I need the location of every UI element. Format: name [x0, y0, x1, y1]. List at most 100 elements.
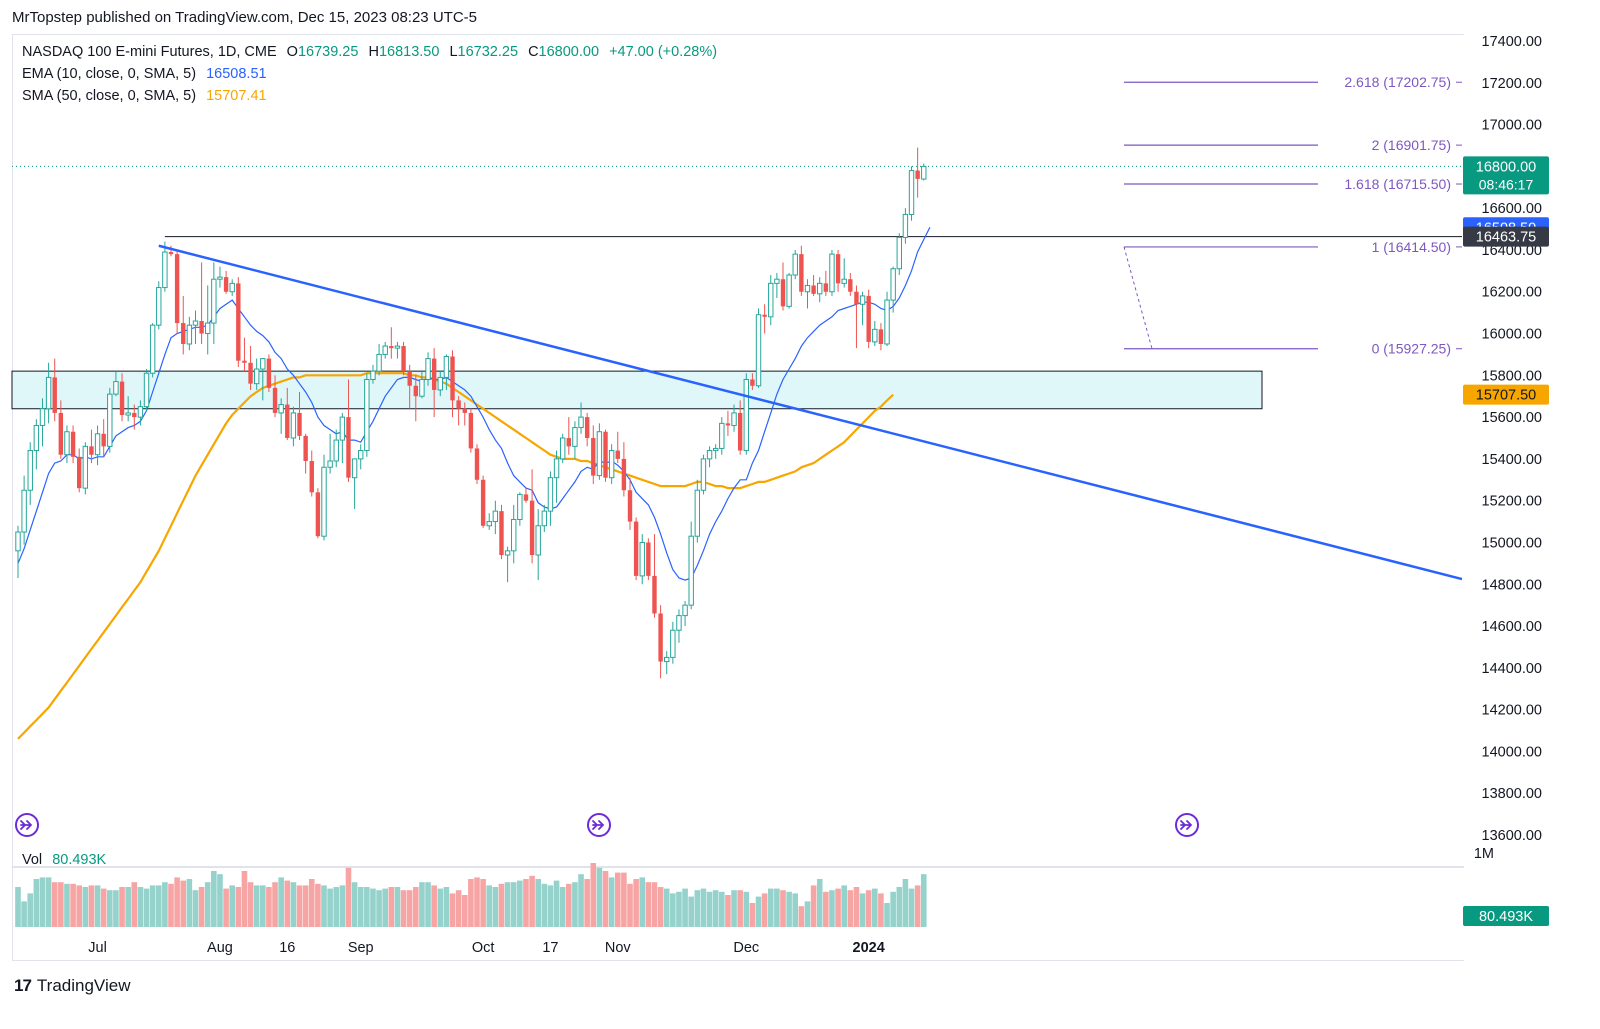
candle[interactable] — [205, 285, 211, 355]
candle[interactable] — [572, 421, 578, 459]
candle[interactable] — [156, 281, 162, 330]
candle[interactable] — [370, 364, 376, 384]
candle[interactable] — [878, 323, 884, 351]
candle[interactable] — [591, 425, 596, 484]
candle[interactable] — [162, 241, 168, 292]
tradingview-logo[interactable]: 17 TradingView — [14, 976, 130, 996]
candle[interactable] — [346, 379, 351, 482]
candle[interactable] — [755, 308, 762, 388]
candle[interactable] — [52, 358, 57, 422]
candle[interactable] — [437, 371, 443, 397]
candle[interactable] — [186, 316, 193, 351]
price-pane[interactable] — [12, 34, 1464, 867]
candle[interactable] — [841, 258, 847, 288]
candle[interactable] — [523, 488, 529, 503]
candle[interactable] — [462, 402, 467, 426]
candle[interactable] — [854, 285, 859, 349]
candle[interactable] — [278, 398, 284, 434]
candle[interactable] — [425, 352, 431, 386]
candle[interactable] — [529, 469, 535, 564]
candle[interactable] — [664, 651, 670, 675]
candle[interactable] — [101, 419, 106, 457]
candle[interactable] — [688, 521, 694, 610]
candle[interactable] — [652, 534, 657, 618]
candle[interactable] — [321, 454, 327, 541]
candle[interactable] — [70, 425, 76, 464]
candle[interactable] — [290, 406, 297, 447]
candle[interactable] — [39, 398, 46, 447]
candle[interactable] — [303, 433, 308, 474]
candle[interactable] — [33, 419, 40, 470]
candle[interactable] — [743, 373, 749, 455]
candle[interactable] — [541, 504, 548, 533]
candle[interactable] — [646, 538, 651, 581]
candle[interactable] — [266, 354, 272, 393]
candle[interactable] — [700, 454, 707, 495]
candle[interactable] — [848, 272, 853, 296]
candle[interactable] — [682, 600, 688, 627]
candle[interactable] — [504, 546, 511, 583]
candle[interactable] — [492, 500, 499, 535]
candle[interactable] — [64, 425, 70, 464]
candle[interactable] — [486, 513, 492, 530]
candle[interactable] — [566, 417, 571, 455]
candle[interactable] — [799, 245, 804, 296]
candle[interactable] — [896, 233, 902, 276]
candle[interactable] — [750, 373, 755, 390]
candle[interactable] — [143, 369, 150, 411]
candle[interactable] — [835, 249, 841, 292]
candle[interactable] — [578, 402, 584, 434]
candle[interactable] — [890, 266, 896, 313]
candle[interactable] — [639, 534, 645, 585]
candle[interactable] — [113, 371, 119, 397]
sma-legend-row[interactable]: SMA (50, close, 0, SMA, 5) 15707.41 — [22, 88, 273, 104]
candle[interactable] — [921, 163, 927, 181]
candle[interactable] — [817, 277, 823, 303]
candle[interactable] — [780, 262, 786, 311]
ema-10-line[interactable] — [17, 227, 931, 581]
candle[interactable] — [480, 475, 486, 528]
candle[interactable] — [731, 404, 737, 432]
candle[interactable] — [596, 423, 603, 480]
candle[interactable] — [658, 605, 663, 679]
symbol-title[interactable]: NASDAQ 100 E-mini Futures, 1D, CME — [22, 44, 277, 60]
candle[interactable] — [223, 270, 229, 294]
candle[interactable] — [633, 517, 639, 581]
candle[interactable] — [401, 341, 406, 376]
candle[interactable] — [119, 373, 125, 422]
candle[interactable] — [450, 350, 455, 418]
candle[interactable] — [811, 275, 816, 296]
candle[interactable] — [511, 504, 517, 564]
candle[interactable] — [407, 364, 412, 409]
candle[interactable] — [823, 270, 829, 296]
candle[interactable] — [89, 429, 94, 464]
candle[interactable] — [829, 249, 835, 296]
candle[interactable] — [786, 272, 792, 309]
candle[interactable] — [242, 337, 247, 372]
candle[interactable] — [443, 354, 450, 390]
candle[interactable] — [706, 446, 713, 468]
candle[interactable] — [333, 429, 339, 468]
candle[interactable] — [908, 166, 915, 221]
candle[interactable] — [553, 450, 560, 503]
candle[interactable] — [559, 433, 566, 464]
sma-50-line[interactable] — [17, 372, 894, 740]
candle[interactable] — [309, 450, 314, 497]
candle[interactable] — [872, 320, 878, 347]
candle[interactable] — [712, 444, 719, 459]
candle[interactable] — [168, 245, 174, 257]
candle[interactable] — [413, 375, 418, 422]
candle[interactable] — [419, 371, 425, 399]
candle[interactable] — [327, 433, 333, 474]
candle[interactable] — [21, 475, 27, 545]
candle[interactable] — [737, 400, 743, 455]
candle[interactable] — [15, 525, 21, 578]
candle[interactable] — [603, 429, 608, 482]
candle[interactable] — [915, 147, 920, 198]
event-marker-icon[interactable] — [15, 813, 39, 837]
candle[interactable] — [125, 396, 131, 422]
candle[interactable] — [285, 387, 290, 441]
candle[interactable] — [27, 442, 33, 505]
candle[interactable] — [107, 387, 113, 453]
candle[interactable] — [94, 425, 101, 466]
